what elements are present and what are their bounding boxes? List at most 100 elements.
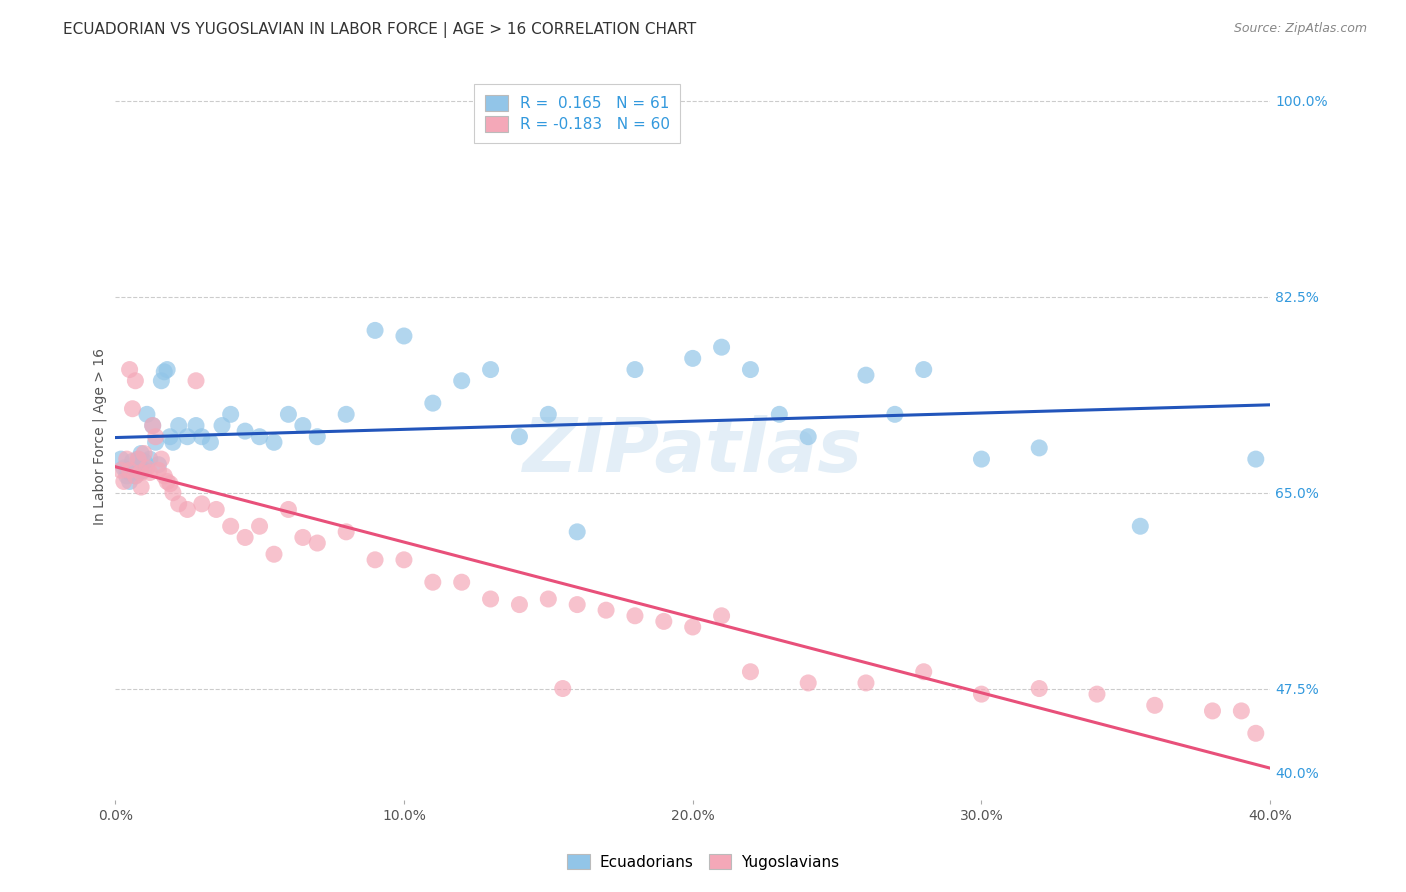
Point — [156, 475, 179, 489]
Point — [167, 497, 190, 511]
Point — [1129, 519, 1152, 533]
Point — [145, 435, 167, 450]
Point — [127, 466, 149, 480]
Point — [118, 362, 141, 376]
Point — [450, 374, 472, 388]
Point — [768, 407, 790, 421]
Point — [392, 329, 415, 343]
Point — [970, 687, 993, 701]
Point — [652, 615, 675, 629]
Point — [127, 452, 149, 467]
Point — [184, 374, 207, 388]
Point — [184, 418, 207, 433]
Point — [567, 598, 589, 612]
Point — [124, 469, 146, 483]
Point — [136, 407, 159, 421]
Point — [121, 401, 143, 416]
Point — [797, 430, 820, 444]
Point — [855, 368, 877, 383]
Point — [682, 620, 704, 634]
Point — [132, 463, 155, 477]
Point — [110, 452, 132, 467]
Point — [132, 446, 155, 460]
Point — [112, 475, 135, 489]
Point — [127, 452, 149, 467]
Point — [291, 418, 314, 433]
Point — [392, 553, 415, 567]
Point — [112, 461, 135, 475]
Point — [537, 407, 560, 421]
Point — [1028, 441, 1050, 455]
Point — [450, 575, 472, 590]
Point — [1085, 687, 1108, 701]
Point — [797, 676, 820, 690]
Point — [219, 519, 242, 533]
Point — [263, 435, 285, 450]
Point — [1244, 452, 1267, 467]
Point — [233, 531, 256, 545]
Point — [124, 461, 146, 475]
Point — [364, 553, 387, 567]
Point — [129, 446, 152, 460]
Y-axis label: In Labor Force | Age > 16: In Labor Force | Age > 16 — [93, 348, 107, 525]
Point — [205, 502, 228, 516]
Point — [219, 407, 242, 421]
Point — [479, 362, 502, 376]
Point — [624, 362, 647, 376]
Point — [145, 430, 167, 444]
Point — [153, 469, 176, 483]
Point — [121, 454, 143, 468]
Point — [118, 463, 141, 477]
Point — [191, 497, 214, 511]
Point — [335, 524, 357, 539]
Point — [115, 463, 138, 477]
Point — [422, 575, 444, 590]
Point — [537, 592, 560, 607]
Point — [124, 469, 146, 483]
Point — [335, 407, 357, 421]
Point — [249, 430, 271, 444]
Point — [740, 362, 762, 376]
Point — [167, 418, 190, 433]
Point — [422, 396, 444, 410]
Point — [710, 608, 733, 623]
Point — [162, 485, 184, 500]
Point — [118, 466, 141, 480]
Text: ECUADORIAN VS YUGOSLAVIAN IN LABOR FORCE | AGE > 16 CORRELATION CHART: ECUADORIAN VS YUGOSLAVIAN IN LABOR FORCE… — [63, 22, 696, 38]
Point — [912, 362, 935, 376]
Point — [1028, 681, 1050, 696]
Point — [211, 418, 233, 433]
Point — [136, 461, 159, 475]
Point — [1244, 726, 1267, 740]
Point — [148, 463, 170, 477]
Point — [129, 461, 152, 475]
Point — [150, 374, 173, 388]
Point — [142, 418, 165, 433]
Point — [124, 374, 146, 388]
Point — [249, 519, 271, 533]
Point — [595, 603, 617, 617]
Point — [191, 430, 214, 444]
Point — [710, 340, 733, 354]
Point — [682, 351, 704, 366]
Point — [508, 430, 530, 444]
Point — [118, 475, 141, 489]
Point — [277, 407, 299, 421]
Point — [291, 531, 314, 545]
Legend: Ecuadorians, Yugoslavians: Ecuadorians, Yugoslavians — [560, 846, 846, 877]
Legend: R =  0.165   N = 61, R = -0.183   N = 60: R = 0.165 N = 61, R = -0.183 N = 60 — [474, 84, 681, 143]
Point — [115, 469, 138, 483]
Point — [233, 424, 256, 438]
Point — [150, 452, 173, 467]
Point — [912, 665, 935, 679]
Point — [307, 430, 329, 444]
Point — [153, 365, 176, 379]
Point — [364, 323, 387, 337]
Point — [1230, 704, 1253, 718]
Point — [307, 536, 329, 550]
Point — [132, 454, 155, 468]
Point — [162, 435, 184, 450]
Point — [110, 463, 132, 477]
Point — [624, 608, 647, 623]
Point — [970, 452, 993, 467]
